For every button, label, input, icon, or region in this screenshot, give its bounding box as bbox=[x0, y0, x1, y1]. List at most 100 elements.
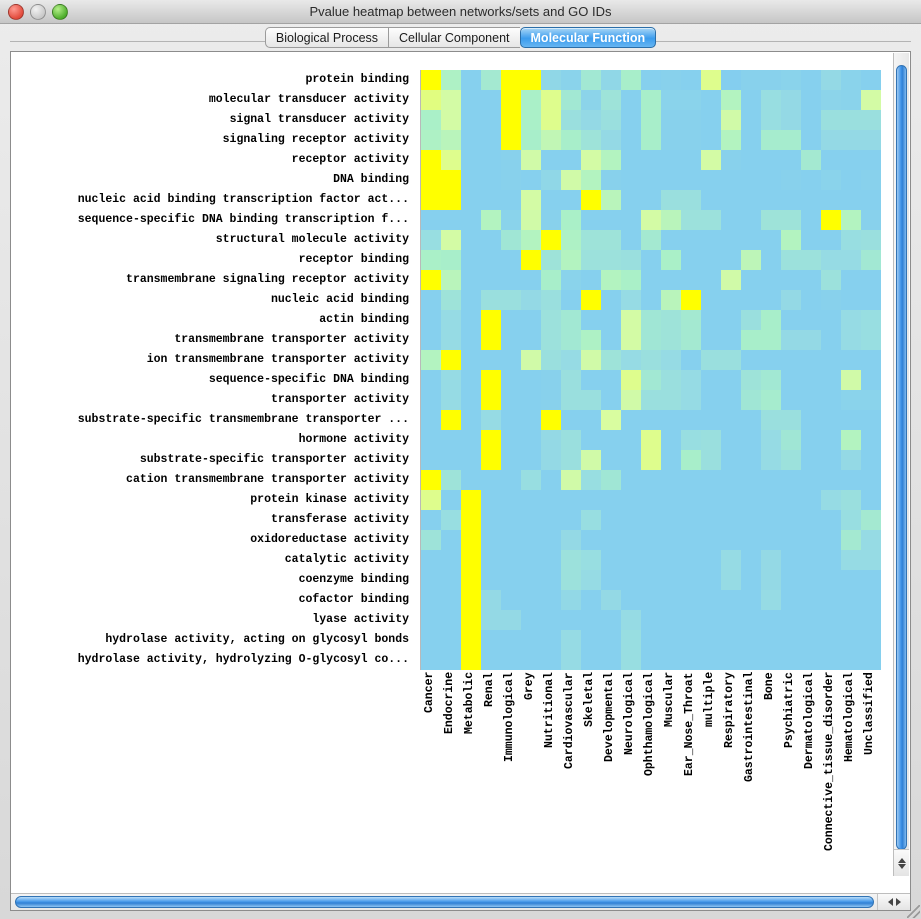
heatmap-cell[interactable] bbox=[641, 550, 661, 570]
heatmap-cell[interactable] bbox=[421, 210, 441, 230]
heatmap-cell[interactable] bbox=[421, 270, 441, 290]
heatmap-cell[interactable] bbox=[801, 430, 821, 450]
heatmap-cell[interactable] bbox=[481, 90, 501, 110]
heatmap-cell[interactable] bbox=[621, 230, 641, 250]
heatmap-cell[interactable] bbox=[861, 210, 881, 230]
heatmap-cell[interactable] bbox=[441, 190, 461, 210]
heatmap-cell[interactable] bbox=[801, 470, 821, 490]
heatmap-cell[interactable] bbox=[841, 130, 861, 150]
heatmap-cell[interactable] bbox=[581, 230, 601, 250]
heatmap-cell[interactable] bbox=[681, 310, 701, 330]
heatmap-cell[interactable] bbox=[521, 70, 541, 90]
heatmap-cell[interactable] bbox=[781, 550, 801, 570]
heatmap-cell[interactable] bbox=[581, 350, 601, 370]
heatmap-cell[interactable] bbox=[541, 630, 561, 650]
heatmap-cell[interactable] bbox=[541, 230, 561, 250]
heatmap-cell[interactable] bbox=[421, 130, 441, 150]
heatmap-cell[interactable] bbox=[661, 590, 681, 610]
heatmap-cell[interactable] bbox=[841, 390, 861, 410]
heatmap-cell[interactable] bbox=[801, 270, 821, 290]
horizontal-scrollbar[interactable] bbox=[11, 893, 910, 910]
heatmap-cell[interactable] bbox=[461, 450, 481, 470]
heatmap-cell[interactable] bbox=[501, 630, 521, 650]
heatmap-cell[interactable] bbox=[761, 650, 781, 670]
heatmap-cell[interactable] bbox=[521, 570, 541, 590]
heatmap-cell[interactable] bbox=[861, 510, 881, 530]
heatmap-cell[interactable] bbox=[441, 610, 461, 630]
heatmap-cell[interactable] bbox=[721, 630, 741, 650]
heatmap-cell[interactable] bbox=[681, 110, 701, 130]
heatmap-cell[interactable] bbox=[641, 310, 661, 330]
heatmap-cell[interactable] bbox=[841, 570, 861, 590]
heatmap-cell[interactable] bbox=[481, 590, 501, 610]
heatmap-cell[interactable] bbox=[661, 170, 681, 190]
heatmap-cell[interactable] bbox=[761, 630, 781, 650]
heatmap-cell[interactable] bbox=[781, 270, 801, 290]
heatmap-cell[interactable] bbox=[801, 170, 821, 190]
heatmap-cell[interactable] bbox=[741, 130, 761, 150]
heatmap-cell[interactable] bbox=[581, 550, 601, 570]
heatmap-cell[interactable] bbox=[661, 210, 681, 230]
heatmap-cell[interactable] bbox=[421, 630, 441, 650]
heatmap-cell[interactable] bbox=[761, 90, 781, 110]
heatmap-cell[interactable] bbox=[581, 310, 601, 330]
heatmap-cell[interactable] bbox=[761, 410, 781, 430]
heatmap-cell[interactable] bbox=[801, 350, 821, 370]
heatmap-cell[interactable] bbox=[641, 450, 661, 470]
heatmap-cell[interactable] bbox=[761, 310, 781, 330]
heatmap-cell[interactable] bbox=[601, 550, 621, 570]
heatmap-cell[interactable] bbox=[761, 190, 781, 210]
heatmap-cell[interactable] bbox=[641, 290, 661, 310]
heatmap-cell[interactable] bbox=[541, 310, 561, 330]
heatmap-cell[interactable] bbox=[701, 530, 721, 550]
heatmap-cell[interactable] bbox=[521, 130, 541, 150]
heatmap-cell[interactable] bbox=[681, 70, 701, 90]
heatmap-cell[interactable] bbox=[561, 210, 581, 230]
heatmap-cell[interactable] bbox=[661, 470, 681, 490]
heatmap-cell[interactable] bbox=[721, 470, 741, 490]
heatmap-cell[interactable] bbox=[741, 390, 761, 410]
heatmap-cell[interactable] bbox=[481, 170, 501, 190]
heatmap-cell[interactable] bbox=[581, 390, 601, 410]
heatmap-cell[interactable] bbox=[561, 150, 581, 170]
heatmap-cell[interactable] bbox=[641, 110, 661, 130]
heatmap-cell[interactable] bbox=[781, 70, 801, 90]
heatmap-cell[interactable] bbox=[601, 610, 621, 630]
heatmap-cell[interactable] bbox=[801, 510, 821, 530]
heatmap-cell[interactable] bbox=[521, 550, 541, 570]
heatmap-cell[interactable] bbox=[821, 330, 841, 350]
heatmap-cell[interactable] bbox=[741, 450, 761, 470]
heatmap-cell[interactable] bbox=[661, 110, 681, 130]
heatmap-cell[interactable] bbox=[741, 70, 761, 90]
heatmap-cell[interactable] bbox=[461, 130, 481, 150]
heatmap-cell[interactable] bbox=[461, 90, 481, 110]
heatmap-cell[interactable] bbox=[821, 250, 841, 270]
heatmap-cell[interactable] bbox=[621, 170, 641, 190]
heatmap-cell[interactable] bbox=[621, 410, 641, 430]
heatmap-cell[interactable] bbox=[741, 570, 761, 590]
heatmap-cell[interactable] bbox=[681, 530, 701, 550]
heatmap-cell[interactable] bbox=[621, 630, 641, 650]
heatmap-cell[interactable] bbox=[701, 510, 721, 530]
heatmap-cell[interactable] bbox=[681, 430, 701, 450]
heatmap-cell[interactable] bbox=[421, 290, 441, 310]
heatmap-cell[interactable] bbox=[541, 410, 561, 430]
heatmap-cell[interactable] bbox=[781, 130, 801, 150]
heatmap-cell[interactable] bbox=[581, 410, 601, 430]
heatmap-cell[interactable] bbox=[681, 510, 701, 530]
heatmap-cell[interactable] bbox=[521, 610, 541, 630]
heatmap-cell[interactable] bbox=[501, 430, 521, 450]
heatmap-cell[interactable] bbox=[521, 510, 541, 530]
heatmap-cell[interactable] bbox=[801, 370, 821, 390]
heatmap-cell[interactable] bbox=[781, 410, 801, 430]
heatmap-cell[interactable] bbox=[761, 510, 781, 530]
heatmap-cell[interactable] bbox=[521, 150, 541, 170]
heatmap-cell[interactable] bbox=[541, 110, 561, 130]
heatmap-cell[interactable] bbox=[421, 430, 441, 450]
heatmap-cell[interactable] bbox=[861, 530, 881, 550]
heatmap-cell[interactable] bbox=[801, 70, 821, 90]
heatmap-cell[interactable] bbox=[861, 250, 881, 270]
heatmap-cell[interactable] bbox=[561, 450, 581, 470]
heatmap-cell[interactable] bbox=[481, 650, 501, 670]
heatmap-cell[interactable] bbox=[501, 470, 521, 490]
